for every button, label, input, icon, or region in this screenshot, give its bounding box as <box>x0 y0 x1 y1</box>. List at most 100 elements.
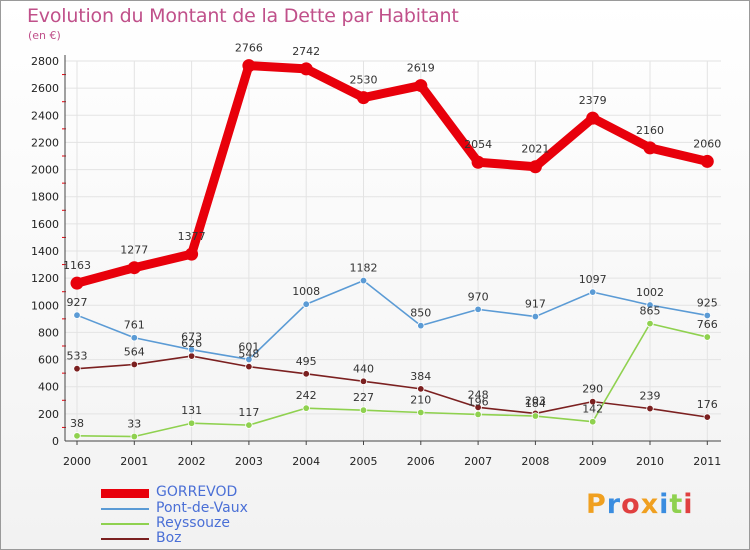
x-tick-label: 2006 <box>407 455 435 468</box>
y-tick-label: 1400 <box>31 245 59 258</box>
legend-swatch-pont-de-vaux <box>101 508 149 510</box>
data-label-reyssouze: 242 <box>296 389 317 402</box>
data-point-reyssouze <box>73 432 81 440</box>
data-label-gorrevod: 1163 <box>63 259 91 272</box>
data-point-gorrevod <box>471 155 485 169</box>
x-tick-label: 2008 <box>521 455 549 468</box>
y-tick-label: 2600 <box>31 82 59 95</box>
proxiti-logo: Proxiti <box>586 489 694 520</box>
data-label-reyssouze: 131 <box>181 404 202 417</box>
data-point-reyssouze <box>646 319 654 328</box>
data-label-boz: 626 <box>181 337 202 350</box>
data-label-gorrevod: 2060 <box>693 137 721 150</box>
data-point-pont-de-vaux <box>474 305 482 314</box>
data-label-reyssouze: 210 <box>410 394 431 407</box>
logo-letter: x <box>640 489 660 520</box>
x-tick-label: 2004 <box>292 455 320 468</box>
data-point-pont-de-vaux <box>531 312 540 321</box>
data-label-reyssouze: 184 <box>525 397 546 410</box>
data-point-boz <box>187 352 196 360</box>
chart-title: Evolution du Montant de la Dette par Hab… <box>27 5 459 27</box>
data-label-boz: 440 <box>353 362 374 375</box>
data-label-pont-de-vaux: 1182 <box>350 262 378 275</box>
data-label-pont-de-vaux: 850 <box>410 307 431 320</box>
data-point-gorrevod <box>528 160 542 174</box>
series-line-gorrevod <box>72 61 712 288</box>
data-point-reyssouze <box>130 432 138 441</box>
data-label-boz: 533 <box>67 350 88 363</box>
data-point-pont-de-vaux <box>187 345 196 354</box>
data-label-gorrevod: 2742 <box>292 45 320 58</box>
data-label-reyssouze: 38 <box>70 417 84 430</box>
data-label-reyssouze: 142 <box>582 403 603 416</box>
data-point-boz <box>646 404 654 413</box>
data-label-pont-de-vaux: 927 <box>67 296 88 309</box>
data-label-reyssouze: 227 <box>353 391 374 404</box>
data-label-pont-de-vaux: 1097 <box>579 273 607 286</box>
data-point-gorrevod <box>127 261 141 275</box>
data-label-pont-de-vaux: 761 <box>124 319 145 332</box>
data-label-gorrevod: 2766 <box>235 42 263 55</box>
data-point-reyssouze <box>474 410 482 419</box>
logo-letter: o <box>621 489 641 520</box>
x-tick-label: 2003 <box>235 455 263 468</box>
data-label-boz: 548 <box>238 348 259 361</box>
series-line-pont-de-vaux <box>76 279 709 361</box>
data-label-boz: 176 <box>697 398 718 411</box>
y-tick-label: 2800 <box>31 55 59 68</box>
y-tick-label: 600 <box>38 354 59 367</box>
data-point-boz <box>703 413 711 421</box>
x-tick-label: 2011 <box>693 455 721 468</box>
data-label-reyssouze: 117 <box>238 406 259 419</box>
x-tick-label: 2000 <box>63 455 91 468</box>
data-label-reyssouze: 33 <box>127 418 141 431</box>
data-point-boz <box>359 377 368 385</box>
data-label-boz: 248 <box>468 388 489 401</box>
data-point-gorrevod <box>586 111 600 125</box>
x-tick-label: 2009 <box>579 455 607 468</box>
data-point-gorrevod <box>643 141 657 155</box>
data-label-gorrevod: 2021 <box>521 143 549 156</box>
data-point-reyssouze <box>417 408 425 417</box>
data-point-boz <box>589 397 597 406</box>
data-label-gorrevod: 2379 <box>579 94 607 107</box>
data-label-reyssouze: 766 <box>697 318 718 331</box>
data-point-pont-de-vaux <box>703 311 711 320</box>
series-line-reyssouze <box>76 322 709 438</box>
data-point-gorrevod <box>357 91 370 105</box>
data-label-pont-de-vaux: 673 <box>181 331 202 344</box>
data-point-reyssouze <box>187 419 196 427</box>
data-point-reyssouze <box>245 421 253 429</box>
y-tick-label: 400 <box>38 381 59 394</box>
data-point-pont-de-vaux <box>646 301 654 309</box>
data-point-gorrevod <box>700 154 714 168</box>
data-point-pont-de-vaux <box>245 355 253 364</box>
data-label-boz: 564 <box>124 345 145 358</box>
y-tick-label: 2400 <box>31 109 59 122</box>
chart-subtitle: (en €) <box>28 29 61 42</box>
data-label-boz: 203 <box>525 394 546 407</box>
x-tick-label: 2005 <box>350 455 378 468</box>
data-label-pont-de-vaux: 970 <box>468 290 489 303</box>
x-tick-label: 2001 <box>120 455 148 468</box>
data-point-reyssouze <box>589 418 597 426</box>
data-point-gorrevod <box>299 62 313 76</box>
data-point-reyssouze <box>302 404 310 412</box>
data-label-reyssouze: 196 <box>468 395 489 408</box>
data-point-boz <box>474 403 482 412</box>
data-label-pont-de-vaux: 601 <box>238 340 259 353</box>
data-label-pont-de-vaux: 1008 <box>292 285 320 298</box>
data-point-gorrevod <box>185 247 199 261</box>
data-point-pont-de-vaux <box>589 288 597 296</box>
data-label-pont-de-vaux: 917 <box>525 298 546 311</box>
x-tick-label: 2002 <box>178 455 206 468</box>
data-label-boz: 290 <box>582 383 603 396</box>
y-tick-label: 2200 <box>31 136 59 149</box>
y-tick-label: 2000 <box>31 164 59 177</box>
y-tick-label: 800 <box>38 326 59 339</box>
legend-label-gorrevod: GORREVOD <box>156 484 238 500</box>
data-label-boz: 239 <box>640 390 661 403</box>
data-label-gorrevod: 1277 <box>120 244 148 257</box>
